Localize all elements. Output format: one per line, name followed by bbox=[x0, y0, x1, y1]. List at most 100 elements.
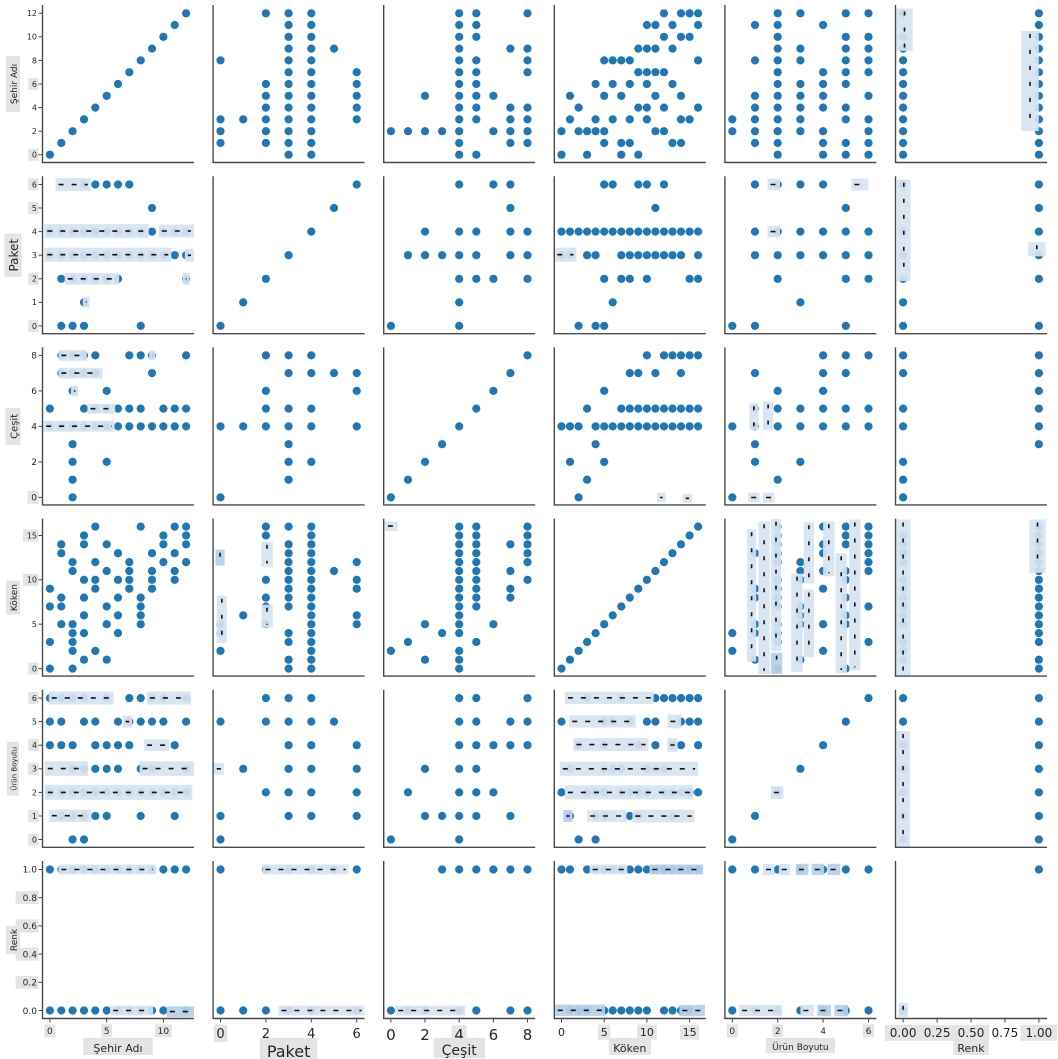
tick-label: 0.25 bbox=[924, 1026, 951, 1040]
tick-highlight-box bbox=[598, 1024, 611, 1040]
tick-label: 0 bbox=[31, 494, 37, 504]
tick-label: 10 bbox=[640, 1026, 654, 1039]
panel-r0c4-Şehir Adı-vs-Ürün Boyutu bbox=[724, 5, 877, 164]
annotation-boxes bbox=[262, 864, 365, 1016]
tick-highlight-box bbox=[22, 573, 39, 586]
panel-r3c2-Köken-vs-Çeşit bbox=[383, 518, 536, 677]
panel-r3c1-Köken-vs-Paket bbox=[212, 518, 365, 677]
scatter-points bbox=[899, 865, 1043, 1015]
scatter-points bbox=[386, 865, 532, 1015]
y-axis-label-row3: Köken bbox=[6, 580, 20, 615]
tick-label: 2 bbox=[32, 127, 37, 136]
tick-label: 3 bbox=[32, 765, 37, 774]
scatter-points bbox=[216, 180, 361, 330]
scatter-points bbox=[216, 694, 361, 844]
tick-highlight-box bbox=[28, 319, 39, 332]
y-axis-label-row0: Şehir Adı bbox=[6, 55, 20, 113]
annotation-boxes bbox=[44, 691, 194, 822]
tick-label: 2 bbox=[32, 275, 37, 284]
panel-r3c0-Köken-vs-Şehir Adı bbox=[41, 518, 194, 677]
panel-r1c4-Paket-vs-Ürün Boyutu bbox=[724, 176, 877, 335]
tick-highlight-box bbox=[154, 1024, 172, 1038]
annotation-box bbox=[749, 403, 759, 430]
scatter-points bbox=[728, 180, 873, 330]
panel-r0c2-Şehir Adı-vs-Çeşit bbox=[383, 5, 536, 164]
tick-label: 0 bbox=[32, 665, 37, 674]
panel-r2c3-Çeşit-vs-Köken bbox=[553, 347, 706, 506]
x-ticks-col4: 0 2 4 6 bbox=[726, 1019, 874, 1038]
scatter-points bbox=[216, 522, 361, 673]
tick-highlight-box bbox=[637, 1024, 657, 1040]
annotation-box bbox=[216, 595, 227, 643]
scatter-points bbox=[557, 865, 703, 1015]
tick-label: 2 bbox=[31, 458, 37, 468]
scatter-points bbox=[386, 522, 532, 673]
tick-label: 4 bbox=[307, 1027, 315, 1042]
tick-highlight-box bbox=[28, 78, 39, 90]
y-ticks-row0: 0 2 4 6 8 10 12 bbox=[27, 9, 42, 161]
annotation-box bbox=[554, 1004, 606, 1016]
x-axis-label-col0: Şehir Adı bbox=[83, 1038, 153, 1055]
annotation-boxes bbox=[395, 1005, 466, 1016]
panel-r2c5-Çeşit-vs-Renk bbox=[894, 347, 1047, 506]
tick-highlight-box bbox=[28, 739, 39, 752]
axis-label: Çeşit bbox=[442, 1043, 478, 1059]
tick-highlight-box bbox=[884, 1024, 922, 1041]
annotation-boxes bbox=[748, 401, 775, 503]
tick-label: 0 bbox=[558, 1026, 565, 1039]
panel-r4c5-Ürün Boyutu-vs-Renk bbox=[894, 689, 1047, 848]
annotation-boxes bbox=[895, 519, 1046, 676]
tick-label: 15 bbox=[27, 531, 37, 540]
tick-label: 1 bbox=[32, 812, 37, 821]
annotation-box bbox=[261, 541, 273, 567]
annotation-box bbox=[758, 521, 770, 674]
annotation-box bbox=[564, 785, 693, 800]
annotation-boxes bbox=[739, 863, 848, 1017]
panel-r2c1-Çeşit-vs-Paket bbox=[212, 347, 365, 506]
tick-label: 0 bbox=[386, 1026, 396, 1044]
y-axis-label-row4: Ürün Boyutu bbox=[7, 741, 19, 796]
y-axis-label-row2: Çeşit bbox=[5, 407, 21, 445]
tick-highlight-box bbox=[15, 891, 39, 905]
x-axis-label-col5: Renk bbox=[953, 1038, 989, 1055]
panel-r1c3-Paket-vs-Köken bbox=[553, 176, 706, 335]
annotation-boxes bbox=[58, 864, 194, 1017]
annotation-box bbox=[215, 549, 225, 566]
scatter-points bbox=[386, 9, 532, 159]
panel-r5c2-Renk-vs-Çeşit bbox=[383, 861, 536, 1020]
annotation-boxes bbox=[896, 731, 910, 847]
tick-highlight-box bbox=[918, 1024, 956, 1041]
tick-label: 0.6 bbox=[23, 922, 38, 932]
annotation-box bbox=[770, 518, 782, 651]
tick-label: 2 bbox=[262, 1027, 270, 1042]
tick-label: 0.0 bbox=[23, 1007, 38, 1017]
scatter-points bbox=[899, 351, 1043, 502]
annotation-box bbox=[395, 1005, 466, 1016]
tick-label: 4 bbox=[31, 423, 37, 433]
axis-label: Şehir Adı bbox=[93, 1042, 142, 1055]
annotation-box bbox=[58, 350, 87, 361]
annotation-boxes bbox=[898, 1002, 908, 1017]
tick-highlight-box bbox=[679, 1024, 700, 1040]
x-axis-label-col4: Ürün Boyutu bbox=[765, 1038, 836, 1053]
tick-label: 0.2 bbox=[23, 979, 37, 989]
tick-label: 2 bbox=[420, 1026, 430, 1044]
tick-label: 1 bbox=[32, 298, 37, 307]
tick-label: 5 bbox=[32, 620, 37, 629]
annotation-boxes bbox=[43, 350, 156, 432]
scatter-points bbox=[557, 9, 703, 159]
annotation-box bbox=[649, 864, 704, 875]
y-ticks-row5: 0.0 0.2 0.4 0.6 0.8 1.0 bbox=[15, 866, 42, 1017]
annotation-box bbox=[897, 179, 911, 282]
scatter-points bbox=[728, 694, 873, 844]
tick-highlight-box bbox=[28, 833, 39, 846]
panel-r5c0-Renk-vs-Şehir Adı bbox=[41, 861, 194, 1020]
tick-highlight-box bbox=[28, 178, 39, 191]
panel-r1c5-Paket-vs-Renk bbox=[894, 176, 1047, 335]
scatter-points bbox=[45, 9, 191, 159]
tick-label: 6 bbox=[31, 387, 37, 397]
tick-label: 0 bbox=[32, 322, 37, 331]
tick-label: 5 bbox=[32, 718, 37, 727]
